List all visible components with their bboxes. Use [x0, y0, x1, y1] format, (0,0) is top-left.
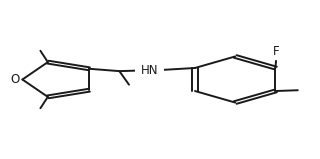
Text: F: F [273, 45, 280, 58]
Text: HN: HN [141, 64, 158, 77]
Text: O: O [11, 73, 20, 86]
